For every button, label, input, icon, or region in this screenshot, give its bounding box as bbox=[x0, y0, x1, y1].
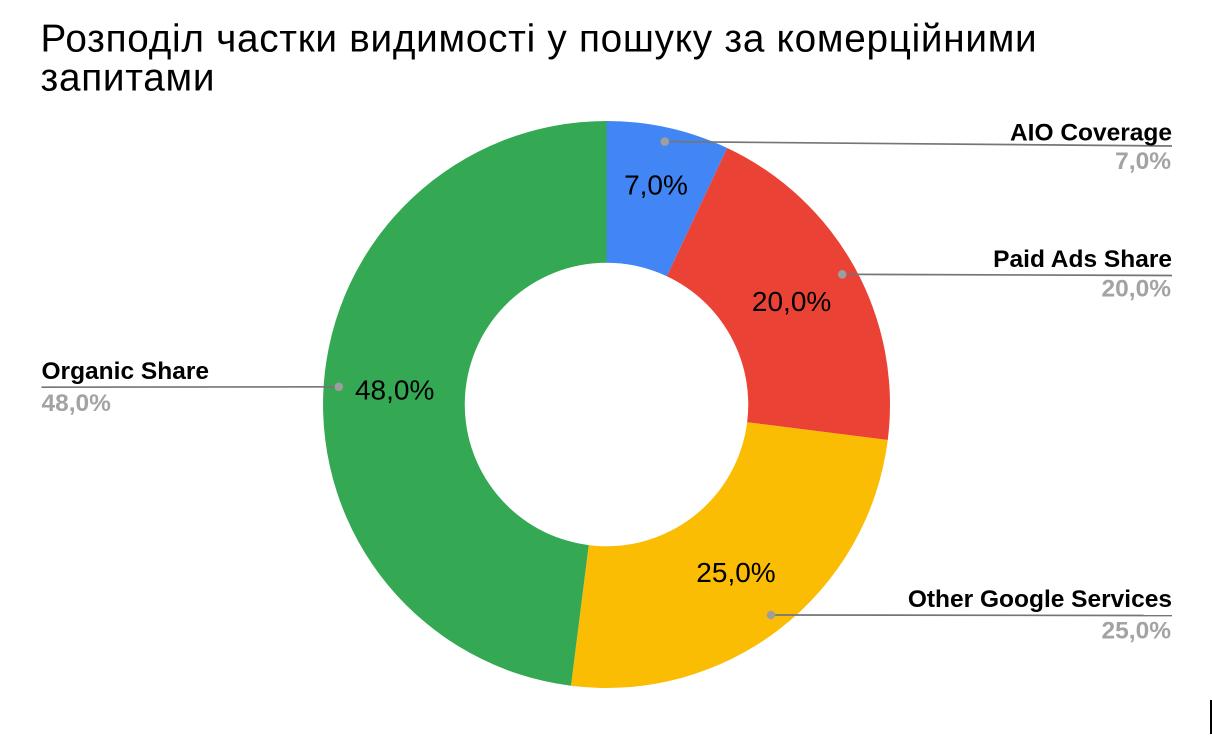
svg-text:25,0%: 25,0% bbox=[1102, 618, 1172, 645]
svg-text:20,0%: 20,0% bbox=[1102, 276, 1172, 303]
svg-text:Organic Share: Organic Share bbox=[42, 358, 209, 385]
svg-text:AIO Coverage: AIO Coverage bbox=[1010, 120, 1172, 147]
svg-text:48,0%: 48,0% bbox=[355, 375, 434, 406]
svg-text:25,0%: 25,0% bbox=[696, 557, 775, 588]
svg-text:запитами: запитами bbox=[41, 57, 216, 100]
svg-text:Розподіл частки видимості у по: Розподіл частки видимості у пошуку за ко… bbox=[41, 18, 1038, 61]
svg-text:Paid Ads Share: Paid Ads Share bbox=[993, 246, 1172, 273]
svg-text:20,0%: 20,0% bbox=[752, 286, 831, 317]
svg-text:Other Google Services: Other Google Services bbox=[908, 586, 1172, 613]
svg-text:7,0%: 7,0% bbox=[624, 169, 688, 200]
svg-text:7,0%: 7,0% bbox=[1115, 148, 1171, 175]
svg-text:48,0%: 48,0% bbox=[42, 390, 112, 417]
